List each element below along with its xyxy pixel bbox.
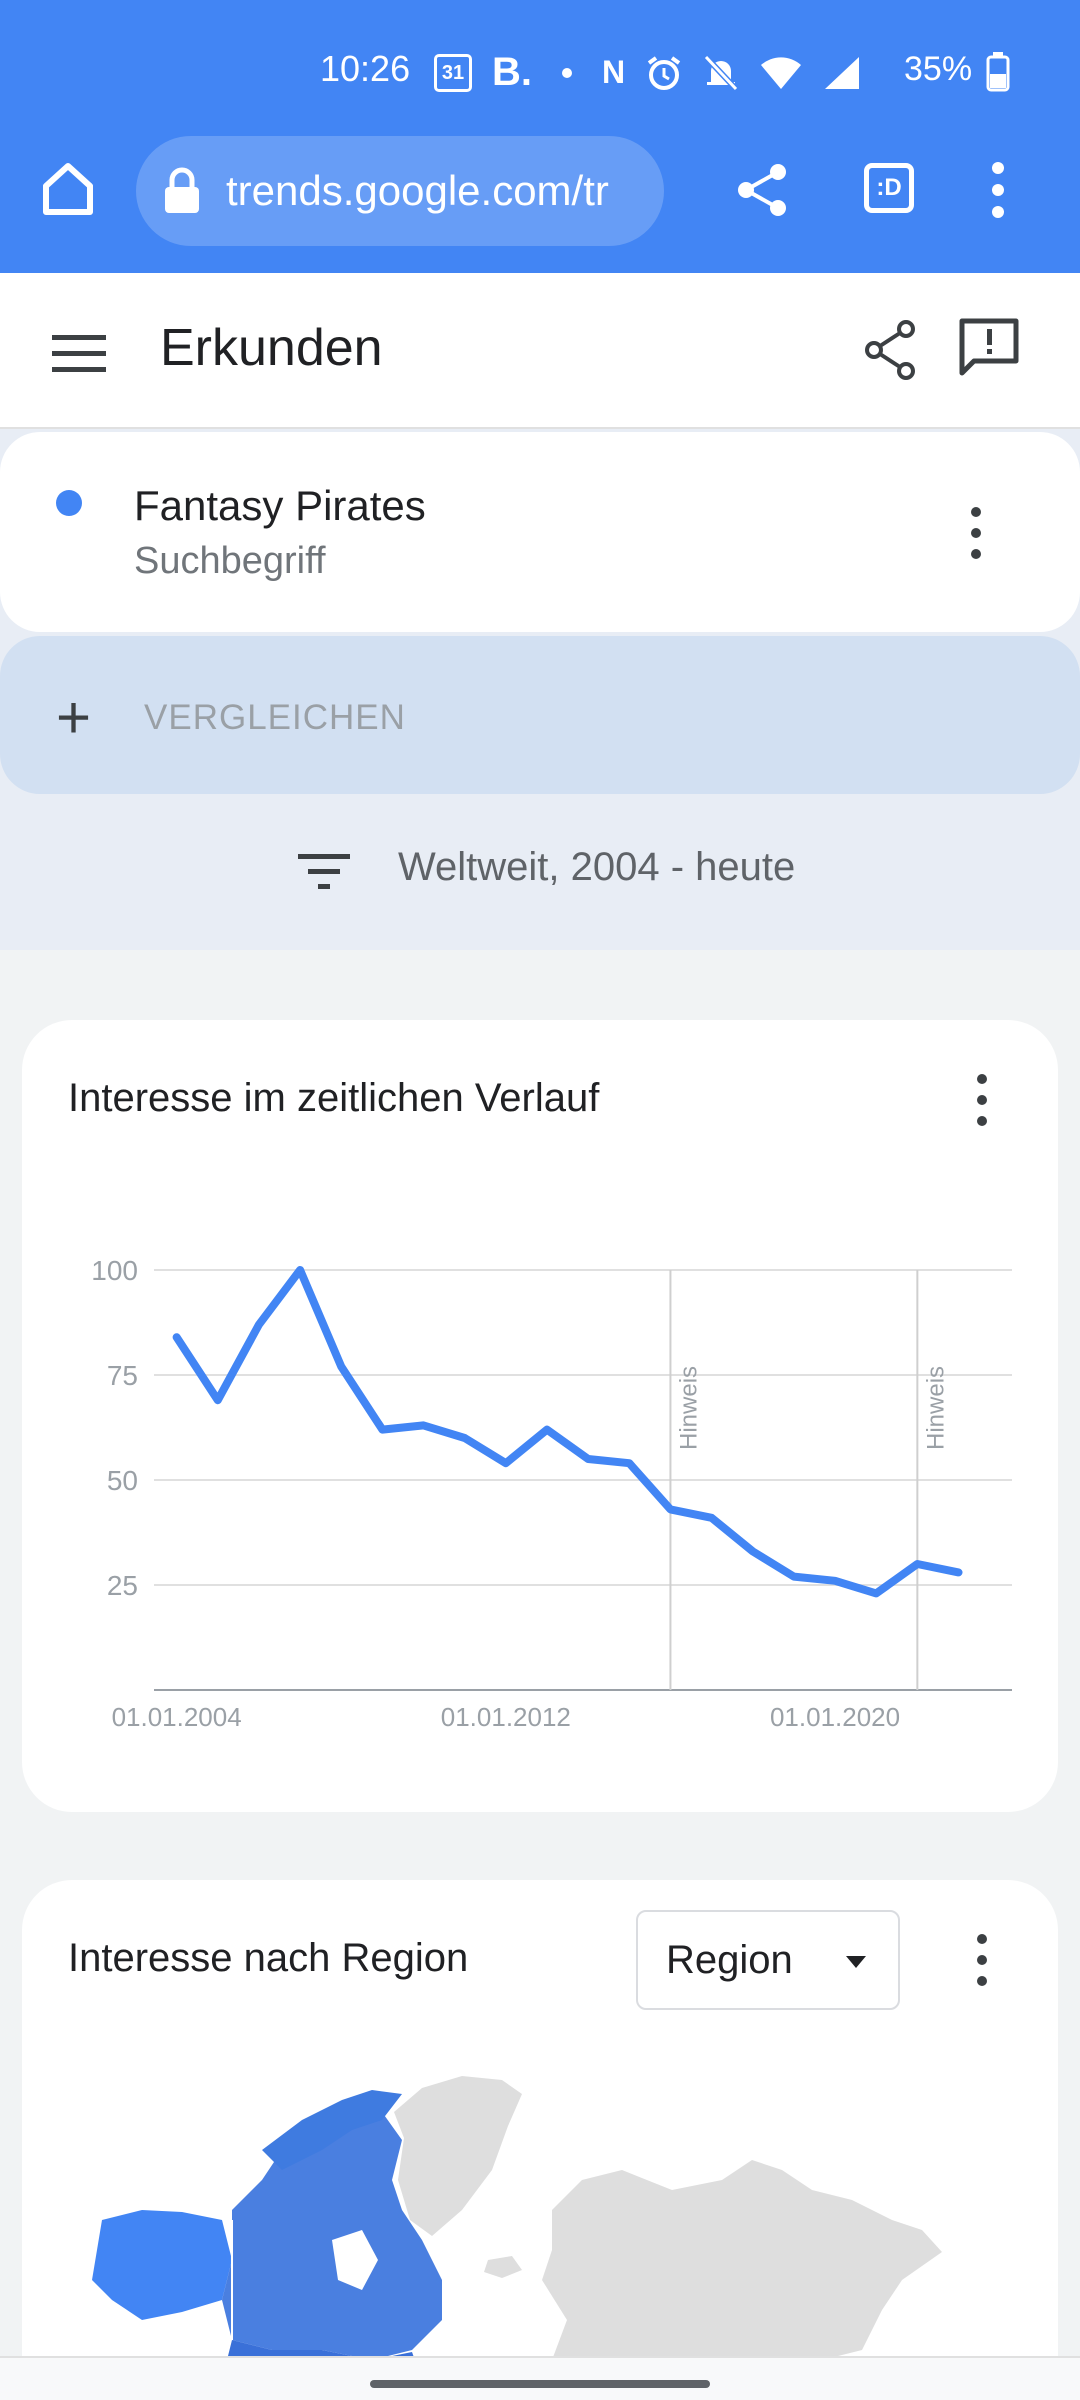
browser-chrome: 10:26 31 B. N 35% trends.google.com/tr :…: [0, 0, 1080, 273]
map-hudson-bay: [332, 2230, 378, 2290]
lock-icon: [165, 167, 199, 213]
term-color-dot: [56, 490, 82, 516]
region-select-value: Region: [666, 1938, 793, 1982]
tab-switcher-button[interactable]: :D: [864, 163, 914, 213]
region-select[interactable]: Region: [636, 1910, 900, 2010]
filter-icon: [298, 854, 350, 889]
page-title: Erkunden: [160, 319, 383, 377]
browser-share-icon[interactable]: [734, 162, 790, 218]
status-icons: 31 B. N: [434, 50, 861, 95]
browser-menu-icon[interactable]: [988, 160, 1008, 220]
series-line: [172, 1266, 963, 1598]
battery-percent: 35%: [904, 50, 973, 88]
chart-title: Interesse im zeitlichen Verlauf: [68, 1076, 600, 1120]
x-tick-label: 01.01.2012: [441, 1702, 571, 1732]
annotation-label: Hinweis: [675, 1366, 702, 1450]
alarm-icon: [647, 55, 681, 90]
map-iceland: [484, 2256, 522, 2278]
system-nav-bar: [0, 2356, 1080, 2400]
nfc-icon: N: [602, 54, 626, 90]
b-app-icon: B.: [492, 50, 532, 94]
map-greenland: [394, 2076, 522, 2236]
compare-button[interactable]: + VERGLEICHEN: [0, 636, 1080, 794]
world-map: [92, 2076, 942, 2400]
term-more-icon[interactable]: [966, 505, 986, 561]
home-gesture-handle[interactable]: [370, 2380, 710, 2388]
notification-dot-icon: [562, 67, 572, 78]
dropdown-caret-icon: [846, 1956, 866, 1968]
home-icon[interactable]: [38, 158, 98, 218]
url-bar[interactable]: trends.google.com/tr: [136, 136, 664, 246]
map-alaska: [92, 2210, 232, 2320]
y-tick-label: 100: [91, 1255, 138, 1286]
signal-icon: [825, 56, 860, 89]
map-eurasia: [542, 2160, 942, 2400]
term-name: Fantasy Pirates: [134, 482, 426, 529]
x-tick-label: 01.01.2020: [770, 1702, 900, 1732]
app-bar: Erkunden: [0, 273, 1080, 429]
filter-row[interactable]: Weltweit, 2004 - heute: [0, 810, 1080, 950]
status-bar: 10:26 31 B. N 35%: [0, 0, 1080, 140]
term-type: Suchbegriff: [134, 540, 326, 582]
calendar-icon: 31: [434, 53, 472, 92]
hamburger-menu-icon[interactable]: [52, 333, 106, 373]
filter-text: Weltweit, 2004 - heute: [398, 845, 796, 889]
y-tick-label: 50: [107, 1465, 138, 1496]
map-canada: [222, 2110, 442, 2360]
status-time: 10:26: [320, 48, 411, 89]
interest-over-time-card: Interesse im zeitlichen Verlauf 25 50 75 10…: [22, 1020, 1058, 1812]
y-tick-label: 25: [107, 1570, 138, 1601]
region-more-icon[interactable]: [972, 1932, 992, 1988]
map-arctic-islands: [262, 2090, 402, 2170]
url-text: trends.google.com/tr: [226, 167, 609, 214]
search-term-card[interactable]: [0, 432, 1080, 632]
wifi-icon: [761, 56, 802, 89]
annotation-label: Hinweis: [922, 1366, 949, 1450]
x-tick-label: 01.01.2004: [112, 1702, 242, 1732]
region-title: Interesse nach Region: [68, 1936, 469, 1980]
line-chart: 25 50 75 100 01.01.2004 01.01.2012 01.01.2020 H…: [91, 1255, 1012, 1732]
plus-icon: +: [56, 684, 92, 751]
interest-by-region-card: Interesse nach Region Region: [22, 1880, 1058, 2400]
y-tick-label: 75: [107, 1360, 138, 1391]
battery-icon: [986, 52, 1010, 92]
chart-more-icon[interactable]: [972, 1072, 992, 1128]
share-icon[interactable]: [862, 319, 918, 381]
feedback-icon[interactable]: [958, 317, 1020, 377]
bell-off-icon: [703, 54, 739, 91]
compare-label: VERGLEICHEN: [144, 698, 406, 737]
